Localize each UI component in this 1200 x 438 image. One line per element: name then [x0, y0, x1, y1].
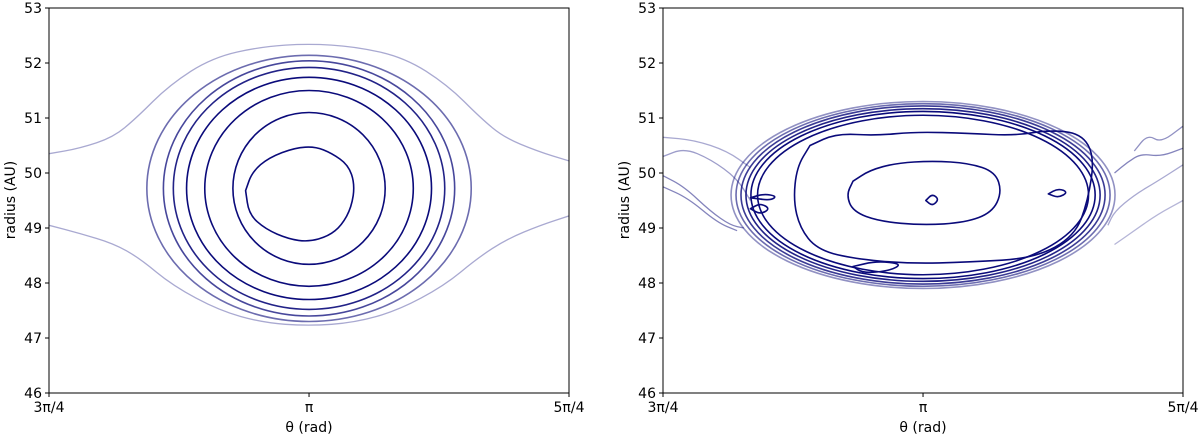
x-tick-label: π	[919, 400, 928, 416]
contour-line-level-8	[663, 136, 751, 169]
contour-line-level-3	[203, 89, 415, 288]
y-tick-label: 49	[24, 221, 42, 237]
right-x-axis: 3π/4 π 5π/4	[648, 393, 1199, 416]
contour-line-level-8	[663, 175, 744, 229]
right-panel: 46 47 48 49 50 51 52 53 3π/4 π 5π/4 θ (rad) radiu…	[617, 1, 1199, 436]
left-panel: 46 47 48 49 50 51 52 53 3π/4 π 5π/4 θ (rad) radiu…	[3, 1, 585, 436]
y-tick-label: 51	[24, 111, 42, 127]
contour-line-level-7	[730, 100, 1116, 290]
y-tick-label: 49	[638, 221, 656, 237]
contour-line-level-1	[1047, 188, 1067, 198]
right-x-axis-label: θ (rad)	[899, 420, 946, 436]
contour-line-level-8	[1107, 164, 1183, 226]
y-tick-label: 46	[24, 386, 42, 402]
y-tick-label: 52	[638, 56, 656, 72]
contour-line-level-1	[244, 146, 355, 242]
x-tick-label: π	[305, 400, 314, 416]
contour-line-level-8	[49, 43, 569, 162]
contour-line-level-6	[735, 102, 1111, 288]
x-tick-label: 5π/4	[554, 400, 585, 416]
contour-line-level-1	[852, 261, 899, 274]
y-tick-label: 53	[638, 1, 656, 17]
y-tick-label: 48	[638, 276, 656, 292]
left-y-axis-label: radius (AU)	[3, 161, 19, 239]
left-y-axis: 46 47 48 49 50 51 52 53	[24, 1, 49, 402]
contour-line-level-8	[1114, 199, 1183, 246]
contour-line-level-1	[749, 193, 776, 201]
contour-line-level-8	[1114, 147, 1183, 174]
contour-line-level-7	[146, 54, 473, 323]
contour-line-level-8	[49, 215, 569, 326]
right-y-axis-label: radius (AU)	[617, 161, 633, 239]
contour-line-level-6	[162, 59, 456, 317]
contour-line-level-4	[745, 107, 1101, 283]
y-tick-label: 47	[638, 331, 656, 347]
left-contours	[49, 43, 569, 326]
y-tick-label: 46	[638, 386, 656, 402]
right-y-axis: 46 47 48 49 50 51 52 53	[638, 1, 663, 402]
left-plot-frame	[48, 7, 570, 394]
x-tick-label: 5π/4	[1168, 400, 1199, 416]
contour-line-level-1	[925, 194, 939, 206]
contour-line-level-5	[740, 105, 1106, 285]
contour-line-level-8	[663, 186, 738, 232]
left-x-axis: 3π/4 π 5π/4	[34, 393, 585, 416]
y-tick-label: 48	[24, 276, 42, 292]
x-tick-label: 3π/4	[34, 400, 65, 416]
contour-line-level-2	[756, 114, 1090, 276]
contour-line-level-8	[1133, 125, 1183, 152]
contour-line-level-2	[232, 111, 386, 266]
contour-line-level-3	[750, 110, 1096, 280]
y-tick-label: 52	[24, 56, 42, 72]
contour-line-level-1	[847, 160, 1001, 226]
contour-line-level-8	[663, 149, 751, 201]
right-contours	[663, 100, 1183, 290]
x-tick-label: 3π/4	[648, 400, 679, 416]
y-tick-label: 53	[24, 1, 42, 17]
left-x-axis-label: θ (rad)	[285, 420, 332, 436]
y-tick-label: 47	[24, 331, 42, 347]
y-tick-label: 50	[638, 166, 656, 182]
contour-line-level-1	[793, 130, 1094, 264]
y-tick-label: 50	[24, 166, 42, 182]
contour-line-level-4	[185, 76, 433, 301]
contour-line-level-5	[172, 66, 446, 311]
y-tick-label: 51	[638, 111, 656, 127]
